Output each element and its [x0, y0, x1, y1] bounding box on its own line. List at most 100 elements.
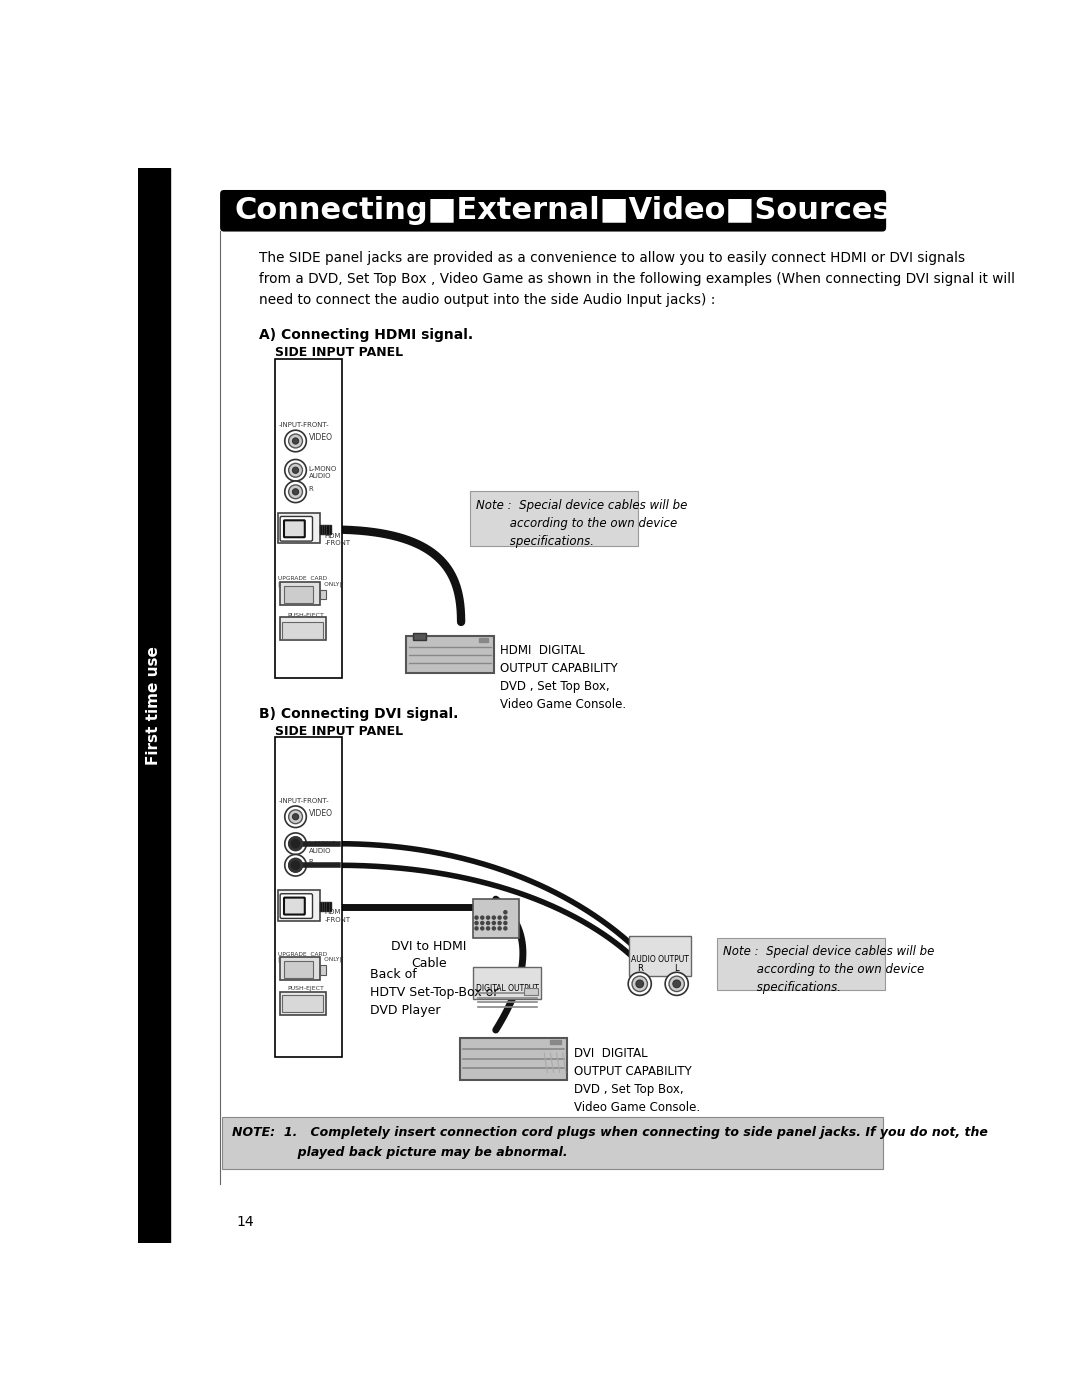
Bar — [414, 633, 426, 640]
Text: Note :  Special device cables will be
         according to the own device
     : Note : Special device cables will be acc… — [723, 946, 934, 995]
Bar — [320, 902, 330, 911]
Text: Note :  Special device cables will be
         according to the own device
     : Note : Special device cables will be acc… — [476, 499, 688, 548]
Circle shape — [669, 977, 685, 992]
Text: L-MONO: L-MONO — [309, 465, 337, 472]
Circle shape — [293, 489, 299, 495]
Circle shape — [285, 430, 307, 451]
Circle shape — [504, 926, 507, 930]
Text: AUDIO: AUDIO — [309, 848, 332, 854]
Circle shape — [481, 916, 484, 919]
Circle shape — [673, 979, 680, 988]
Text: R: R — [637, 964, 643, 972]
Circle shape — [285, 833, 307, 855]
Text: DIGITAL OUTPUT: DIGITAL OUTPUT — [476, 983, 539, 993]
Text: UPGRADE  CARD: UPGRADE CARD — [278, 576, 327, 581]
Text: 14: 14 — [237, 1215, 254, 1229]
Circle shape — [632, 977, 647, 992]
Circle shape — [288, 485, 302, 499]
Bar — [283, 996, 323, 1013]
Bar — [629, 936, 690, 977]
Circle shape — [504, 911, 507, 914]
Bar — [524, 988, 538, 996]
Circle shape — [475, 916, 478, 919]
Circle shape — [665, 972, 688, 996]
FancyBboxPatch shape — [284, 898, 305, 915]
Text: First time use: First time use — [147, 647, 161, 766]
Text: R: R — [309, 859, 313, 865]
Text: AUDIO: AUDIO — [309, 472, 332, 479]
Circle shape — [293, 437, 299, 444]
Circle shape — [288, 434, 302, 448]
Circle shape — [289, 859, 301, 872]
Circle shape — [293, 813, 299, 820]
Circle shape — [285, 855, 307, 876]
Bar — [473, 900, 518, 937]
Circle shape — [486, 922, 489, 925]
Bar — [222, 1118, 883, 1169]
Bar — [280, 617, 326, 640]
Circle shape — [288, 810, 302, 824]
Text: HDMI
-FRONT: HDMI -FRONT — [325, 532, 351, 546]
Text: AUDIO OUTPUT: AUDIO OUTPUT — [631, 956, 689, 964]
Circle shape — [481, 922, 484, 925]
Text: L-MONO: L-MONO — [309, 841, 337, 847]
Text: A) Connecting HDMI signal.: A) Connecting HDMI signal. — [259, 328, 473, 342]
Text: Back of
HDTV Set-Top-Box or
DVD Player: Back of HDTV Set-Top-Box or DVD Player — [370, 968, 499, 1017]
FancyBboxPatch shape — [471, 490, 638, 546]
Text: -INPUT-FRONT-: -INPUT-FRONT- — [279, 422, 329, 427]
Bar — [138, 168, 170, 1243]
Text: HDMI  DIGITAL
OUTPUT CAPABILITY
DVD , Set Top Box,
Video Game Console.: HDMI DIGITAL OUTPUT CAPABILITY DVD , Set… — [500, 644, 626, 711]
Circle shape — [492, 916, 496, 919]
Circle shape — [504, 916, 507, 919]
Bar — [280, 992, 326, 1014]
Text: HDMI
-FRONT: HDMI -FRONT — [325, 909, 351, 922]
Text: VIDEO: VIDEO — [309, 809, 333, 819]
Bar — [284, 585, 313, 602]
Text: DVI  DIGITAL
OUTPUT CAPABILITY
DVD , Set Top Box,
Video Game Console.: DVI DIGITAL OUTPUT CAPABILITY DVD , Set … — [573, 1046, 700, 1113]
Text: -INPUT-FRONT-: -INPUT-FRONT- — [279, 798, 329, 803]
Circle shape — [289, 838, 301, 849]
FancyBboxPatch shape — [280, 517, 312, 541]
Circle shape — [285, 481, 307, 503]
Text: B) Connecting DVI signal.: B) Connecting DVI signal. — [259, 707, 459, 721]
Text: PUSH-EJECT: PUSH-EJECT — [288, 986, 325, 990]
Text: R: R — [309, 486, 313, 492]
Bar — [320, 525, 330, 534]
Circle shape — [498, 922, 501, 925]
Text: SIDE INPUT PANEL: SIDE INPUT PANEL — [274, 725, 403, 738]
Text: |SERVICE  USE  ONLY|: |SERVICE USE ONLY| — [278, 581, 341, 587]
Circle shape — [492, 922, 496, 925]
FancyBboxPatch shape — [280, 894, 312, 918]
Circle shape — [293, 467, 299, 474]
Circle shape — [486, 926, 489, 930]
Text: NOTE:  1.   Completely insert connection cord plugs when connecting to side pane: NOTE: 1. Completely insert connection co… — [231, 1126, 987, 1158]
Bar — [274, 738, 341, 1058]
Circle shape — [285, 806, 307, 827]
Circle shape — [293, 862, 299, 869]
Circle shape — [293, 841, 299, 847]
Circle shape — [492, 926, 496, 930]
Bar — [478, 638, 488, 643]
Text: UPGRADE  CARD: UPGRADE CARD — [278, 951, 327, 957]
Bar — [280, 583, 320, 605]
Bar — [551, 1039, 562, 1044]
Circle shape — [498, 916, 501, 919]
Circle shape — [288, 858, 302, 872]
Circle shape — [285, 460, 307, 481]
Bar — [320, 965, 326, 975]
Circle shape — [475, 926, 478, 930]
FancyBboxPatch shape — [220, 190, 886, 232]
Text: |SERVICE  USE  ONLY|: |SERVICE USE ONLY| — [278, 957, 341, 963]
Circle shape — [481, 926, 484, 930]
Circle shape — [475, 922, 478, 925]
Bar — [473, 967, 541, 999]
Bar — [320, 590, 326, 599]
Text: SIDE INPUT PANEL: SIDE INPUT PANEL — [274, 346, 403, 359]
Bar — [274, 359, 341, 678]
Bar — [460, 1038, 567, 1080]
Circle shape — [288, 837, 302, 851]
Circle shape — [504, 922, 507, 925]
Circle shape — [636, 979, 644, 988]
Bar — [278, 513, 320, 543]
Bar — [278, 890, 320, 921]
